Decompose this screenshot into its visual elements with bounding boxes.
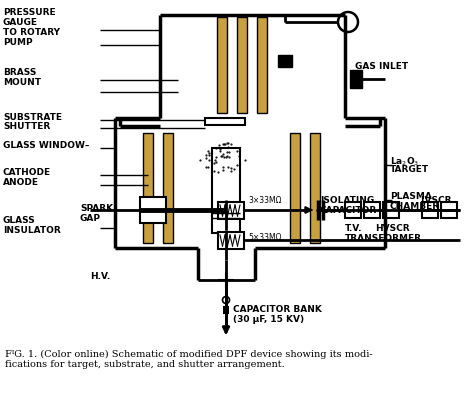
Bar [383,202,399,218]
Text: BRASS: BRASS [3,68,36,77]
Bar [140,197,166,223]
Text: La$_2$O$_3$: La$_2$O$_3$ [390,155,419,168]
Bar [350,70,362,88]
Bar [290,133,300,243]
Text: GAS INLET: GAS INLET [355,62,408,71]
Bar [217,17,227,113]
Text: ISOLATING: ISOLATING [320,196,374,205]
Text: 5×33MΩ: 5×33MΩ [248,233,282,242]
Bar [143,133,153,243]
Text: GLASS: GLASS [3,216,36,225]
Text: SUBSTRATE: SUBSTRATE [3,113,62,122]
Bar [218,202,244,219]
Text: T.V.: T.V. [345,224,363,233]
Text: HVSCR: HVSCR [375,224,410,233]
Bar [163,133,173,243]
Bar [257,17,267,113]
Bar [345,202,361,218]
Text: FᴵG. 1. (Color online) Schematic of modified DPF device showing its modi-: FᴵG. 1. (Color online) Schematic of modi… [5,350,373,359]
Bar [422,202,438,218]
Bar [441,202,457,218]
Text: CAPACITOR BANK: CAPACITOR BANK [233,305,322,314]
Bar [364,202,380,218]
Bar [212,148,240,233]
Text: 3×33MΩ: 3×33MΩ [248,196,282,205]
Text: PRESSURE: PRESSURE [3,8,55,17]
Bar [218,232,244,249]
Text: CHAMBER: CHAMBER [390,202,440,211]
Text: TARGET: TARGET [390,165,429,174]
Text: MOUNT: MOUNT [3,78,41,87]
Bar [310,133,320,243]
Text: GAP: GAP [80,214,101,223]
Text: TO ROTARY: TO ROTARY [3,28,60,37]
Bar [205,118,245,125]
Text: CATHODE: CATHODE [3,168,51,177]
Bar [278,55,292,67]
Text: SPARK: SPARK [80,204,113,213]
Text: fications for target, substrate, and shutter arrangement.: fications for target, substrate, and shu… [5,360,285,369]
Text: LVSCR: LVSCR [420,196,452,205]
Text: GLASS WINDOW–: GLASS WINDOW– [3,141,90,150]
Text: ANODE: ANODE [3,178,39,187]
Text: PUMP: PUMP [3,38,33,47]
Text: SHUTTER: SHUTTER [3,122,50,131]
Bar [237,17,247,113]
Text: H.V.: H.V. [90,272,110,281]
Text: TRANSFORMER: TRANSFORMER [345,234,422,243]
Text: CAPACITOR: CAPACITOR [320,206,377,215]
Text: (30 μF, 15 KV): (30 μF, 15 KV) [233,315,304,324]
Text: GAUGE: GAUGE [3,18,38,27]
Text: PLASMA: PLASMA [390,192,432,201]
Text: INSULATOR: INSULATOR [3,226,61,235]
